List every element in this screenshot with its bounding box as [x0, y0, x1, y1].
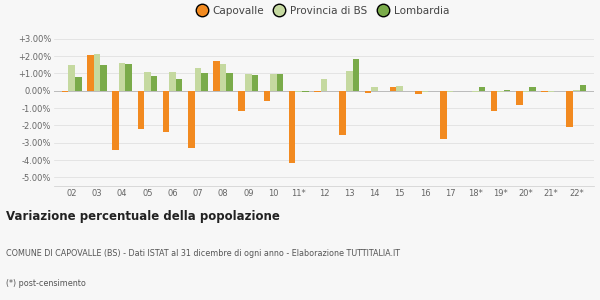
- Bar: [226, 73, 233, 91]
- Bar: [144, 73, 151, 91]
- Text: Variazione percentuale della popolazione: Variazione percentuale della popolazione: [6, 210, 280, 223]
- Bar: [62, 91, 68, 92]
- Bar: [94, 54, 100, 91]
- Bar: [68, 65, 75, 91]
- Bar: [270, 74, 277, 91]
- Bar: [295, 91, 302, 92]
- Bar: [151, 76, 157, 91]
- Bar: [245, 74, 251, 91]
- Bar: [371, 87, 378, 91]
- Legend: Capovalle, Provincia di BS, Lombardia: Capovalle, Provincia di BS, Lombardia: [197, 4, 451, 19]
- Bar: [353, 59, 359, 91]
- Bar: [440, 91, 447, 139]
- Bar: [289, 91, 295, 163]
- Bar: [580, 85, 586, 91]
- Bar: [125, 64, 132, 91]
- Bar: [523, 91, 529, 92]
- Bar: [529, 87, 536, 91]
- Bar: [397, 86, 403, 91]
- Bar: [422, 91, 428, 92]
- Bar: [516, 91, 523, 105]
- Bar: [194, 68, 201, 91]
- Bar: [263, 91, 270, 101]
- Bar: [321, 79, 327, 91]
- Bar: [213, 61, 220, 91]
- Bar: [302, 91, 308, 92]
- Bar: [277, 74, 283, 91]
- Bar: [163, 91, 169, 132]
- Bar: [541, 91, 548, 92]
- Bar: [137, 91, 144, 129]
- Bar: [100, 65, 107, 91]
- Bar: [112, 91, 119, 151]
- Bar: [479, 87, 485, 91]
- Bar: [566, 91, 573, 127]
- Bar: [415, 91, 422, 94]
- Bar: [491, 91, 497, 112]
- Bar: [573, 90, 580, 91]
- Bar: [365, 91, 371, 93]
- Bar: [201, 73, 208, 91]
- Bar: [87, 55, 94, 91]
- Text: (*) post-censimento: (*) post-censimento: [6, 279, 86, 288]
- Bar: [169, 73, 176, 91]
- Bar: [447, 91, 454, 92]
- Bar: [497, 91, 504, 92]
- Bar: [75, 77, 82, 91]
- Bar: [346, 71, 353, 91]
- Bar: [251, 75, 258, 91]
- Bar: [176, 79, 182, 91]
- Text: COMUNE DI CAPOVALLE (BS) - Dati ISTAT al 31 dicembre di ogni anno - Elaborazione: COMUNE DI CAPOVALLE (BS) - Dati ISTAT al…: [6, 249, 400, 258]
- Bar: [472, 91, 479, 92]
- Bar: [188, 91, 194, 148]
- Bar: [504, 90, 511, 91]
- Bar: [220, 64, 226, 91]
- Bar: [390, 87, 397, 91]
- Bar: [314, 91, 321, 92]
- Bar: [238, 91, 245, 111]
- Bar: [119, 63, 125, 91]
- Bar: [340, 91, 346, 135]
- Bar: [548, 91, 554, 92]
